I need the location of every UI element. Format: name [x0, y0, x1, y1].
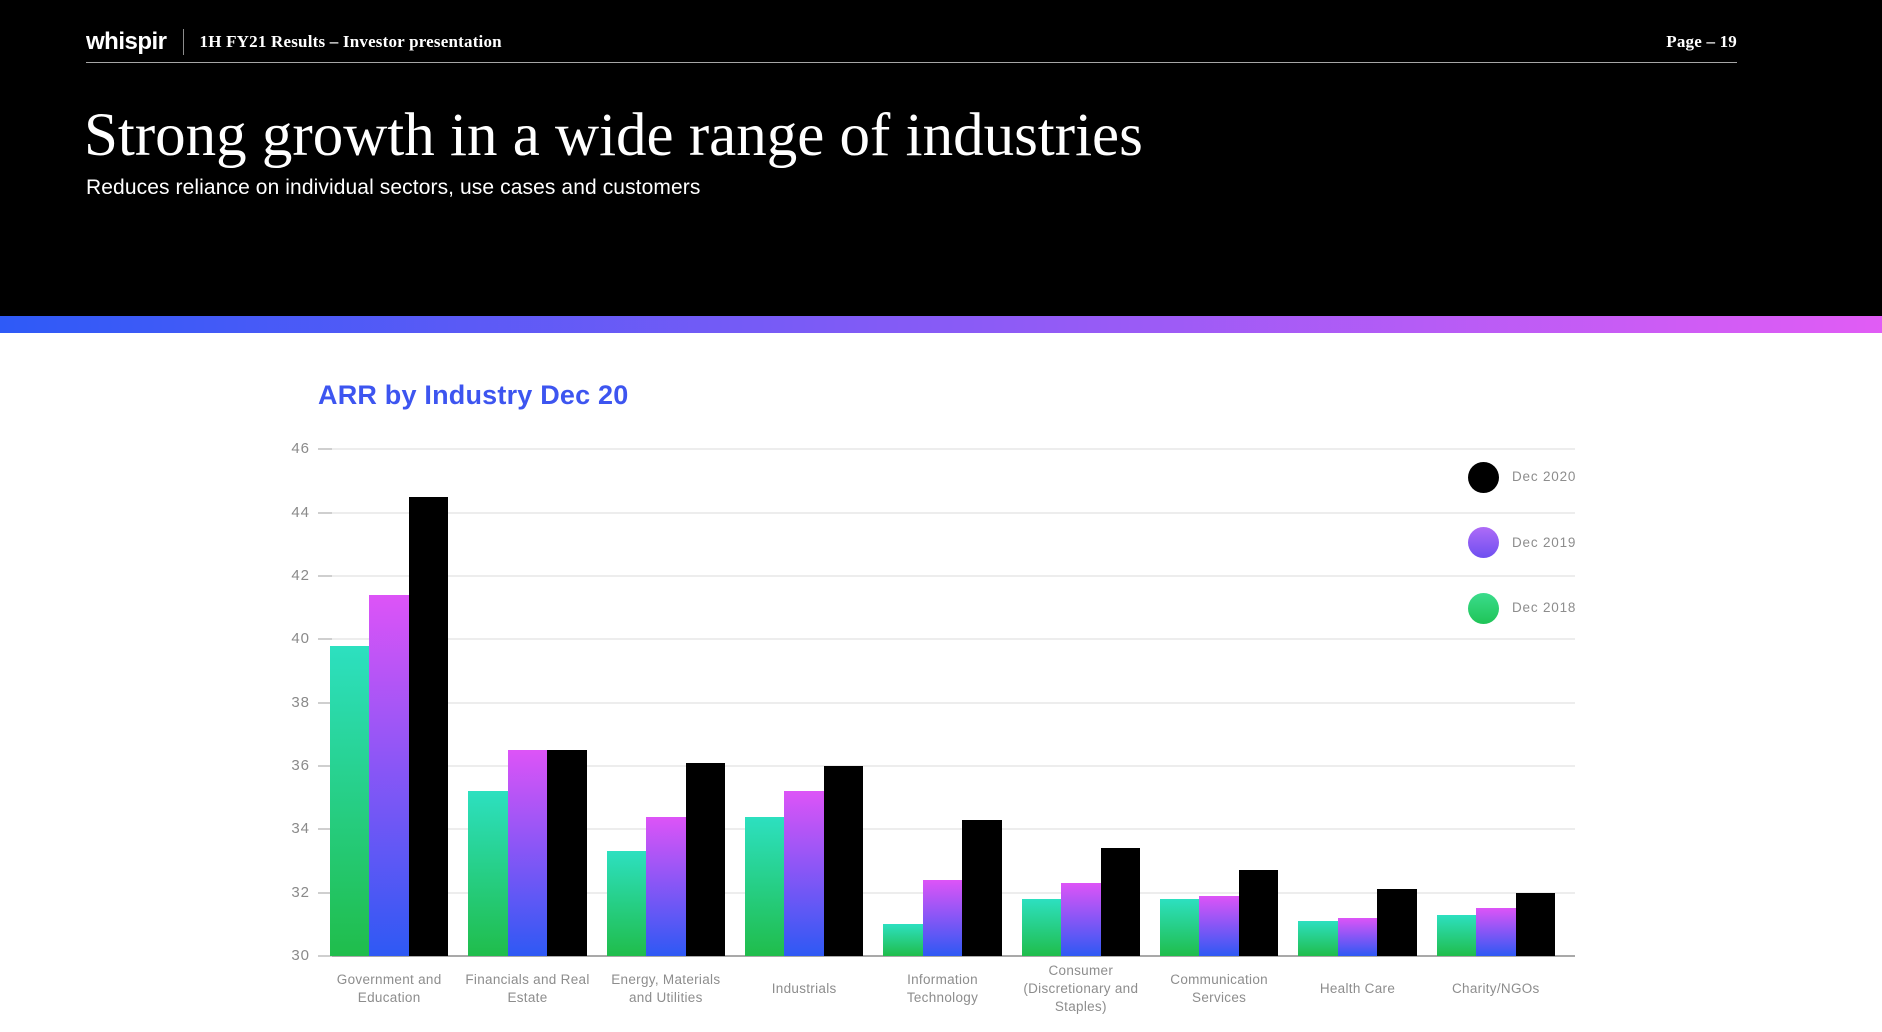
bar-dec-2020 [408, 496, 449, 956]
y-axis-label: 44 [291, 503, 310, 521]
y-axis-label: 30 [291, 947, 310, 964]
y-axis-label: 32 [291, 883, 310, 901]
bar-dec-2019 [646, 816, 686, 956]
bar-dec-2018 [1298, 921, 1338, 956]
gridline [318, 828, 1575, 831]
bar-dec-2020 [1100, 848, 1140, 956]
header-topbar: whispir 1H FY21 Results – Investor prese… [86, 26, 1737, 58]
bar-dec-2018 [1021, 898, 1062, 956]
y-axis-tick [318, 511, 332, 514]
bar-dec-2018 [468, 791, 508, 956]
bar-dec-2020 [1515, 892, 1555, 956]
bar-dec-2019 [369, 594, 409, 956]
bar-dec-2020 [962, 819, 1002, 956]
legend-label: Dec 2018 [1512, 600, 1577, 616]
bar-dec-2020 [685, 762, 725, 956]
legend-label: Dec 2020 [1512, 469, 1577, 484]
gridline [318, 764, 1575, 767]
bar-dec-2020 [1377, 889, 1417, 956]
legend-swatch [1468, 461, 1499, 493]
bar-dec-2019 [507, 750, 548, 956]
bar-dec-2018 [1436, 914, 1477, 956]
gridline [318, 574, 1575, 577]
y-axis-tick [318, 701, 332, 704]
gridline [318, 638, 1575, 641]
y-axis-label: 40 [291, 630, 310, 648]
category-label: Government and Education [336, 972, 442, 1005]
legend-swatch [1468, 527, 1499, 559]
slide-subtitle: Reduces reliance on individual sectors, … [86, 176, 701, 199]
document-title: 1H FY21 Results – Investor presentation [199, 32, 502, 51]
category-label: Industrials [771, 981, 837, 996]
bar-dec-2019 [1476, 908, 1516, 956]
bar-dec-2020 [547, 750, 587, 956]
bar-dec-2018 [883, 924, 923, 956]
y-axis-tick [318, 448, 332, 451]
category-label: Consumer (Discretionary and Staples) [1023, 963, 1139, 1014]
bar-dec-2019 [784, 791, 824, 956]
bar-dec-2018 [606, 851, 647, 956]
y-axis-tick [318, 955, 332, 957]
y-axis-label: 38 [291, 693, 310, 711]
whispir-logo: whispir [86, 28, 167, 55]
y-axis-tick [318, 764, 332, 767]
chart-title: ARR by Industry Dec 20 [318, 380, 629, 410]
header-rule [86, 62, 1737, 63]
slide-title: Strong growth in a wide range of industr… [84, 102, 1143, 169]
bar-dec-2019 [1337, 917, 1378, 956]
bar-dec-2019 [1061, 883, 1101, 956]
bar-dec-2018 [1159, 898, 1200, 956]
gridline [318, 511, 1575, 514]
category-label: Financials and Real Estate [465, 972, 590, 1005]
gradient-accent-bar [0, 316, 1882, 333]
y-axis-tick [318, 828, 332, 831]
bar-dec-2018 [330, 645, 370, 956]
y-axis-tick [318, 574, 332, 577]
y-axis-label: 34 [291, 820, 310, 838]
topbar-divider [182, 29, 184, 55]
gridline [318, 448, 1575, 451]
bar-dec-2019 [922, 879, 963, 956]
y-axis-tick [318, 891, 332, 894]
category-label: Information Technology [906, 972, 979, 1005]
slide-header: whispir 1H FY21 Results – Investor prese… [0, 0, 1882, 316]
page-number: Page – 19 [1666, 32, 1737, 51]
x-axis-line [318, 955, 1575, 957]
bar-dec-2018 [744, 816, 785, 956]
gridline [318, 701, 1575, 704]
bar-dec-2020 [1238, 870, 1279, 956]
y-axis-label: 46 [291, 440, 310, 458]
legend-swatch [1468, 592, 1499, 624]
bar-dec-2020 [823, 765, 864, 956]
y-axis-label: 42 [291, 566, 310, 584]
category-label: Energy, Materials and Utilities [611, 972, 721, 1005]
bar-dec-2019 [1199, 895, 1239, 956]
category-label: Health Care [1319, 981, 1396, 996]
legend-label: Dec 2019 [1512, 534, 1577, 550]
y-axis-tick [318, 638, 332, 641]
category-label: Communication Services [1170, 972, 1268, 1005]
y-axis-label: 36 [291, 756, 310, 774]
category-label: Charity/NGOs [1452, 981, 1540, 996]
